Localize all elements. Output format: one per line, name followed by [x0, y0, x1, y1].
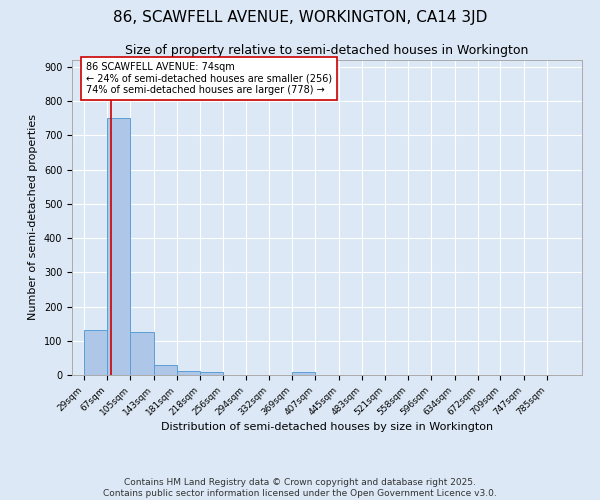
- Bar: [130, 332, 154, 375]
- Text: 86 SCAWFELL AVENUE: 74sqm
← 24% of semi-detached houses are smaller (256)
74% of: 86 SCAWFELL AVENUE: 74sqm ← 24% of semi-…: [86, 62, 332, 95]
- X-axis label: Distribution of semi-detached houses by size in Workington: Distribution of semi-detached houses by …: [161, 422, 493, 432]
- Bar: [83, 330, 107, 375]
- Text: 86, SCAWFELL AVENUE, WORKINGTON, CA14 3JD: 86, SCAWFELL AVENUE, WORKINGTON, CA14 3J…: [113, 10, 487, 25]
- Bar: [177, 371, 200, 375]
- Y-axis label: Number of semi-detached properties: Number of semi-detached properties: [28, 114, 38, 320]
- Bar: [154, 366, 177, 375]
- Title: Size of property relative to semi-detached houses in Workington: Size of property relative to semi-detach…: [125, 44, 529, 58]
- Text: Contains HM Land Registry data © Crown copyright and database right 2025.
Contai: Contains HM Land Registry data © Crown c…: [103, 478, 497, 498]
- Bar: [292, 372, 316, 375]
- Bar: [199, 372, 223, 375]
- Bar: [107, 118, 130, 375]
